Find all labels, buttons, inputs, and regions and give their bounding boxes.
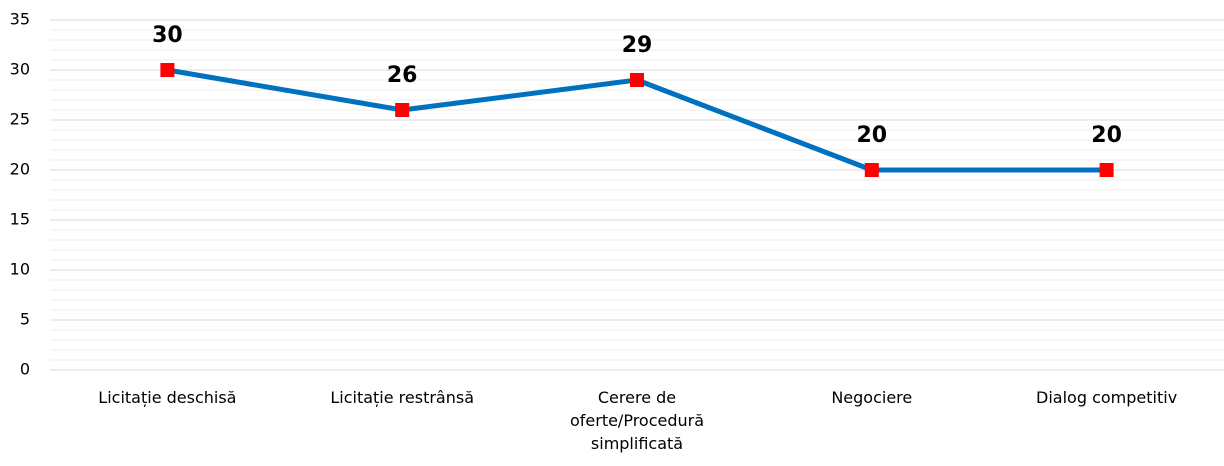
- y-tick-label: 25: [10, 110, 30, 129]
- data-label: 26: [387, 63, 418, 88]
- x-tick-label: Dialog competitiv: [1036, 388, 1178, 407]
- marker: [395, 103, 410, 117]
- y-tick-label: 20: [10, 160, 30, 179]
- y-tick-label: 0: [20, 360, 30, 379]
- x-tick-label: Negociere: [831, 388, 913, 407]
- x-tick-label: Licitație deschisă: [98, 388, 237, 407]
- y-tick-label: 35: [10, 10, 30, 29]
- data-label: 29: [622, 33, 653, 58]
- x-tick-label: Licitație restrânsă: [330, 388, 475, 407]
- data-label: 20: [1091, 123, 1122, 148]
- marker: [630, 73, 644, 87]
- marker: [1099, 163, 1114, 177]
- marker: [160, 63, 175, 77]
- x-tick-label: Cerere de oferte/Procedură simplificată: [569, 388, 705, 453]
- y-tick-label: 10: [10, 260, 30, 279]
- data-label: 20: [856, 123, 887, 148]
- y-tick-label: 5: [20, 310, 30, 329]
- data-label: 30: [152, 23, 183, 48]
- y-tick-label: 15: [10, 210, 30, 229]
- marker: [864, 163, 879, 177]
- y-tick-label: 30: [10, 60, 30, 79]
